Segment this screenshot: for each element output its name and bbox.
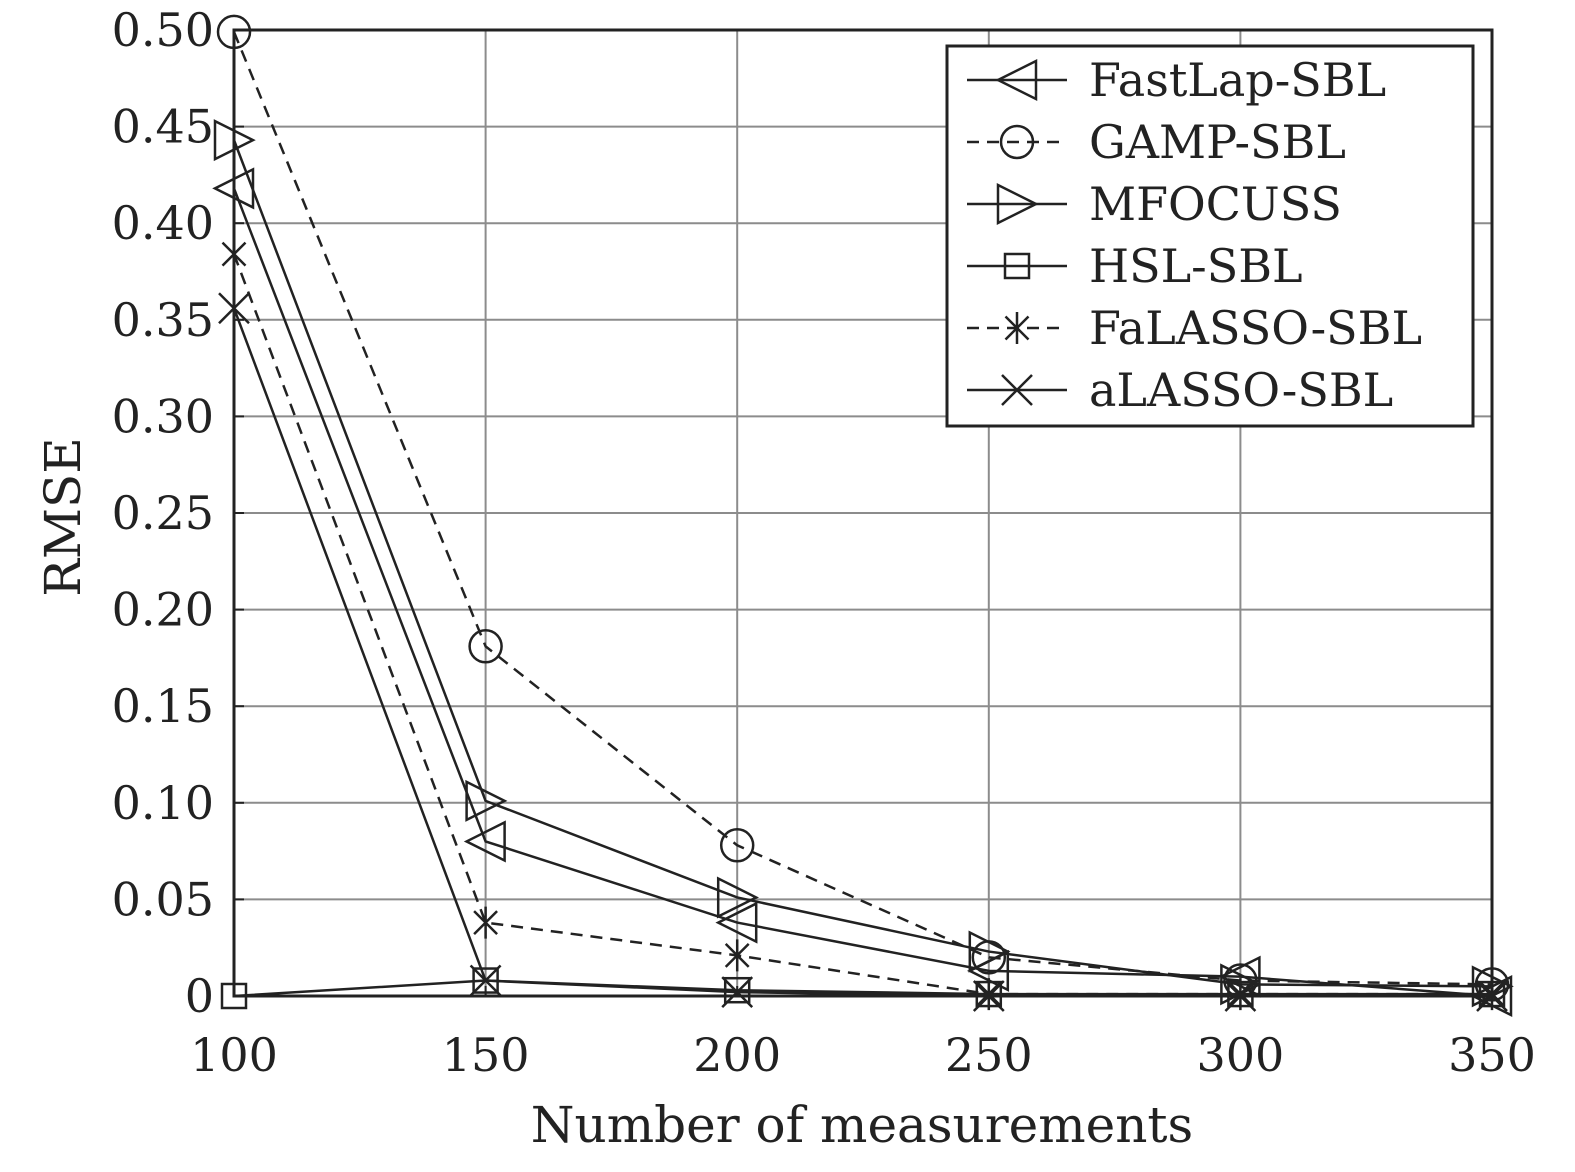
y-tick-label: 0.50: [112, 3, 214, 57]
data-point: [220, 982, 248, 1010]
legend-label: HSL-SBL: [1089, 239, 1303, 293]
data-point: [716, 876, 759, 919]
legend-marker: [1004, 312, 1030, 344]
series-line: [232, 139, 1493, 988]
legend-entry: GAMP-SBL: [967, 115, 1346, 169]
legend-entry: MFOCUSS: [967, 177, 1342, 231]
data-point: [221, 238, 247, 271]
y-tick-label: 0.45: [112, 100, 214, 154]
series-line: [232, 31, 1493, 986]
series-falasso-sbl: [221, 238, 1505, 1011]
data-point: [1476, 980, 1508, 1012]
x-tick-label: 300: [1196, 1028, 1284, 1082]
series-mfocuss: [213, 119, 1514, 1008]
data-point: [972, 980, 1005, 1012]
data-point: [719, 828, 755, 863]
legend-label: MFOCUSS: [1089, 177, 1342, 231]
data-point: [724, 939, 750, 972]
y-tick-label: 0.10: [112, 776, 214, 830]
legend-entry: FastLap-SBL: [967, 53, 1386, 107]
legend-marker: [1001, 374, 1033, 406]
data-point: [469, 964, 502, 997]
data-point: [715, 901, 758, 944]
data-point: [218, 292, 250, 325]
y-tick-label: 0: [185, 969, 214, 1023]
axes: 100 150 200 250 300 350 0 0.05 0.10 0.15 0.20 0.25 0…: [112, 3, 1536, 1082]
legend-label: FaLASSO-SBL: [1089, 301, 1422, 355]
data-point: [976, 978, 1002, 1011]
legend-entry: FaLASSO-SBL: [967, 301, 1422, 355]
x-tick-label: 250: [945, 1028, 1033, 1082]
y-axis-title: RMSE: [34, 437, 92, 597]
data-point: [1224, 980, 1257, 1012]
x-tick-label: 150: [442, 1028, 530, 1082]
legend-label: FastLap-SBL: [1089, 53, 1386, 107]
x-tick-label: 350: [1448, 1028, 1536, 1082]
x-tick-label: 100: [190, 1028, 278, 1082]
data-point: [463, 820, 506, 863]
legend-entry: HSL-SBL: [967, 239, 1303, 293]
y-tick-label: 0.30: [112, 389, 214, 443]
x-axis-title: Number of measurements: [531, 1096, 1193, 1154]
data-point: [1228, 978, 1253, 1011]
series-line: [233, 979, 1492, 998]
legend-marker: [995, 58, 1038, 102]
legend: FastLap-SBL GAMP-SBL MFOCUSS HSL-SBL FaLASSO…: [945, 44, 1475, 428]
y-tick-label: 0.25: [112, 486, 214, 540]
series-line: [232, 307, 1492, 998]
legend-entry: aLASSO-SBL: [967, 363, 1393, 417]
grid: [233, 29, 1493, 997]
data-point: [468, 629, 503, 664]
legend-marker: [999, 124, 1035, 160]
y-tick-label: 0.05: [112, 872, 214, 926]
legend-marker: [1003, 252, 1031, 280]
y-tick-label: 0.40: [112, 196, 214, 250]
data-point: [213, 119, 256, 162]
legend-box: [945, 44, 1475, 428]
y-tick-label: 0.35: [112, 293, 214, 347]
series: [212, 14, 1514, 1018]
data-point: [721, 976, 754, 1009]
data-point: [216, 14, 252, 50]
data-point: [723, 976, 751, 1004]
y-tick-label: 0.20: [112, 583, 214, 637]
series-line: [232, 187, 1493, 998]
data-point: [465, 779, 508, 822]
data-point: [968, 930, 1011, 973]
series-alasso-sbl: [218, 292, 1508, 1012]
x-tick-label: 200: [693, 1028, 781, 1082]
legend-label: aLASSO-SBL: [1089, 363, 1393, 417]
y-tick-label: 0.15: [112, 679, 214, 733]
legend-marker: [996, 182, 1039, 226]
data-point: [1479, 978, 1505, 1011]
legend-label: GAMP-SBL: [1089, 115, 1346, 169]
data-point: [473, 906, 498, 939]
